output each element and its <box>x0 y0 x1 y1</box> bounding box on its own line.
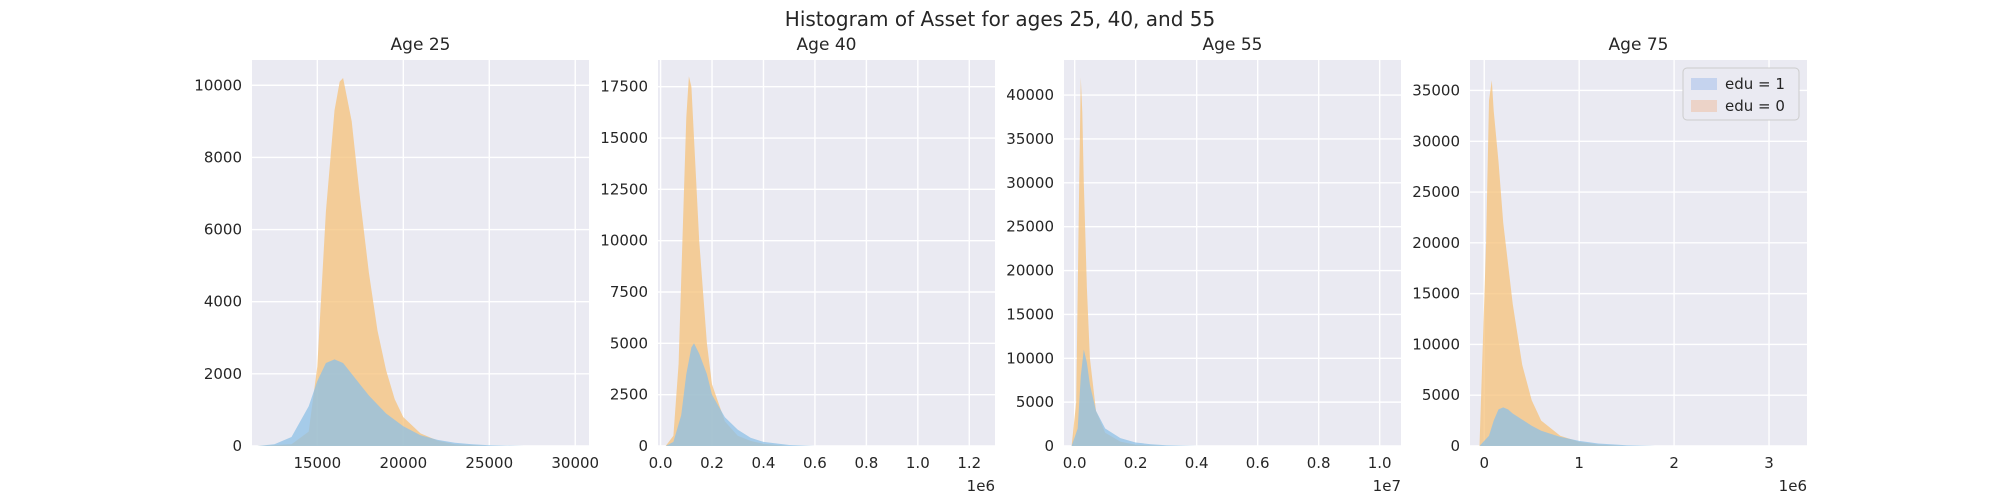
x-tick-label: 25000 <box>465 454 513 472</box>
y-tick-label: 10000 <box>1006 349 1054 367</box>
x-tick-label: 0.6 <box>1246 454 1270 472</box>
panel-title: Age 75 <box>1609 35 1669 55</box>
x-tick-label: 1.0 <box>906 454 930 472</box>
x-tick-label: 0.6 <box>803 454 827 472</box>
y-tick-label: 15000 <box>1412 285 1460 303</box>
panel-title: Age 55 <box>1203 35 1263 55</box>
plot-background <box>658 60 995 446</box>
panel-age-75: 0 5000 10000 15000 20000 25000 30000 35000 0 1 2 31… <box>1412 35 1807 495</box>
x-axis-offset-label: 1e6 <box>967 477 995 495</box>
figure-title: Histogram of Asset for ages 25, 40, and … <box>785 7 1215 31</box>
y-tick-label: 0 <box>1450 437 1460 455</box>
x-tick-label: 1 <box>1574 454 1584 472</box>
y-tick-label: 10000 <box>1412 335 1460 353</box>
histogram-area-edu-1 <box>665 343 815 446</box>
y-tick-label: 40000 <box>1006 86 1054 104</box>
x-tick-label: 0.2 <box>700 454 724 472</box>
histogram-area-edu-0 <box>1479 80 1627 447</box>
x-tick-label: 0.2 <box>1124 454 1148 472</box>
y-tick-label: 15000 <box>1006 305 1054 323</box>
legend-label: edu = 0 <box>1725 97 1785 115</box>
plot-background <box>1064 60 1401 446</box>
x-tick-label: 0.8 <box>854 454 878 472</box>
x-tick-label: 1.2 <box>957 454 981 472</box>
x-tick-label: 0.4 <box>752 454 776 472</box>
x-tick-label: 3 <box>1764 454 1774 472</box>
histogram-area-edu-1 <box>257 359 524 446</box>
y-tick-label: 2500 <box>610 386 648 404</box>
x-tick-label: 0.4 <box>1185 454 1209 472</box>
x-tick-label: 1.0 <box>1368 454 1392 472</box>
legend-label: edu = 1 <box>1725 75 1785 93</box>
x-tick-label: 2 <box>1669 454 1679 472</box>
panel-age-40: 0 2500 5000 7500 10000 12500 15000 17500 0.0 0.2 0… <box>600 35 995 495</box>
x-tick-label: 20000 <box>379 454 427 472</box>
x-tick-label: 0.8 <box>1307 454 1331 472</box>
y-tick-label: 0 <box>1044 437 1054 455</box>
legend-swatch <box>1691 100 1717 112</box>
y-tick-label: 5000 <box>610 334 648 352</box>
y-tick-label: 30000 <box>1412 132 1460 150</box>
y-tick-label: 20000 <box>1006 262 1054 280</box>
y-tick-label: 15000 <box>600 129 648 147</box>
y-tick-label: 12500 <box>600 180 648 198</box>
y-tick-label: 7500 <box>610 283 648 301</box>
x-tick-label: 0 <box>1479 454 1489 472</box>
y-tick-label: 10000 <box>194 76 242 94</box>
y-tick-label: 8000 <box>204 148 242 166</box>
y-tick-label: 5000 <box>1016 393 1054 411</box>
y-tick-label: 25000 <box>1412 183 1460 201</box>
y-tick-label: 6000 <box>204 221 242 239</box>
histogram-area-edu-0 <box>257 78 490 446</box>
x-axis-offset-label: 1e7 <box>1373 477 1401 495</box>
x-tick-label: 15000 <box>293 454 341 472</box>
y-tick-label: 2000 <box>204 365 242 383</box>
panel-age-25: 0 2000 4000 6000 8000 10000 15000 20000 25000 300… <box>194 35 599 472</box>
x-tick-label: 30000 <box>551 454 599 472</box>
y-tick-label: 20000 <box>1412 234 1460 252</box>
histogram-area-edu-1 <box>1071 349 1197 446</box>
histogram-area-edu-1 <box>1479 407 1656 446</box>
y-tick-label: 4000 <box>204 293 242 311</box>
y-tick-label: 35000 <box>1006 130 1054 148</box>
y-tick-label: 30000 <box>1006 174 1054 192</box>
y-tick-label: 0 <box>638 437 648 455</box>
y-tick-label: 25000 <box>1006 218 1054 236</box>
y-tick-label: 5000 <box>1422 386 1460 404</box>
panel-title: Age 25 <box>391 35 451 55</box>
plot-background <box>252 60 589 446</box>
x-tick-label: 0.0 <box>649 454 673 472</box>
legend: edu = 1 edu = 0 <box>1682 67 1800 121</box>
y-tick-label: 17500 <box>600 78 648 96</box>
x-tick-label: 0.0 <box>1063 454 1087 472</box>
y-tick-label: 0 <box>232 437 242 455</box>
y-tick-label: 10000 <box>600 232 648 250</box>
x-axis-offset-label: 1e6 <box>1779 477 1807 495</box>
panel-age-55: 0 5000 10000 15000 20000 25000 30000 35000 40000… <box>1006 35 1401 495</box>
panel-title: Age 40 <box>797 35 857 55</box>
legend-swatch <box>1691 78 1717 90</box>
y-tick-label: 35000 <box>1412 81 1460 99</box>
